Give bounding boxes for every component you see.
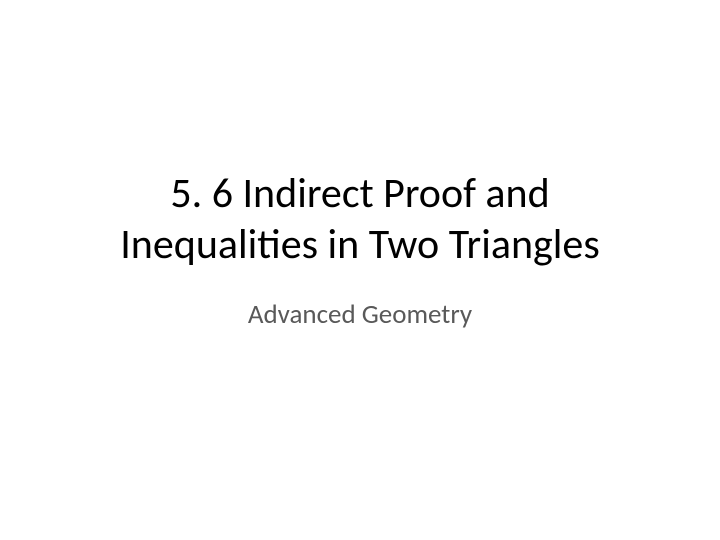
slide-subtitle: Advanced Geometry xyxy=(248,298,472,331)
title-line-2: Inequalities in Two Triangles xyxy=(120,220,600,270)
title-line-1: 5. 6 Indirect Proof and xyxy=(120,169,600,219)
slide-title: 5. 6 Indirect Proof and Inequalities in … xyxy=(120,169,600,270)
